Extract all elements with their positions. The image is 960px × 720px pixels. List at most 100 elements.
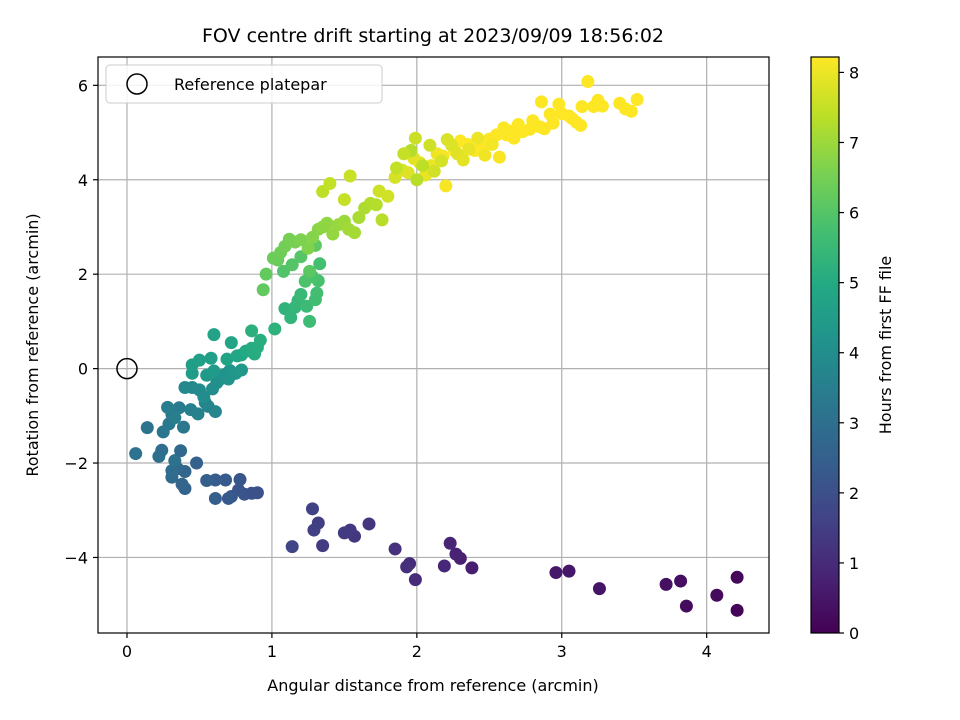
y-tick-label: 2: [78, 265, 88, 284]
data-point: [388, 542, 402, 556]
data-point: [348, 226, 362, 240]
data-point: [710, 588, 724, 602]
colorbar: 0 1 2 3 4 5 6 7 8 Hours from first FF file: [810, 56, 895, 643]
data-point: [168, 411, 182, 425]
data-point: [268, 322, 282, 336]
data-point: [410, 173, 424, 187]
data-point: [592, 582, 606, 596]
data-point: [220, 352, 234, 366]
data-point: [140, 421, 154, 435]
reference-marker-layer: [116, 357, 138, 380]
data-point: [245, 324, 259, 338]
data-point: [175, 477, 189, 491]
data-point: [284, 311, 298, 325]
x-tick-label: 2: [412, 642, 422, 661]
colorbar-tick-label: 2: [849, 484, 859, 503]
data-point: [624, 104, 638, 118]
data-point: [575, 100, 589, 114]
data-point: [298, 274, 312, 288]
data-point: [587, 100, 601, 114]
x-tick-label: 0: [122, 642, 132, 661]
legend-label: Reference platepar: [174, 75, 327, 94]
data-point: [313, 257, 327, 271]
data-point: [326, 227, 340, 241]
data-point: [316, 539, 330, 553]
data-point: [129, 447, 143, 461]
data-point: [462, 142, 476, 156]
data-point: [439, 179, 453, 193]
data-point: [323, 177, 337, 191]
data-point: [301, 241, 315, 255]
data-point: [562, 564, 576, 578]
data-point: [204, 351, 218, 365]
data-point: [224, 336, 238, 350]
data-point: [256, 283, 270, 297]
plot-frame: [97, 56, 770, 634]
data-point: [679, 599, 693, 613]
data-point: [730, 570, 744, 584]
data-point: [478, 148, 492, 162]
data-point: [416, 159, 430, 173]
legend-marker: [126, 73, 148, 95]
y-tick-label: 4: [78, 171, 88, 190]
x-axis-label: Angular distance from reference (arcmin): [267, 676, 598, 695]
data-point: [337, 193, 351, 207]
data-point: [305, 502, 319, 516]
data-point: [208, 491, 222, 505]
x-axis-ticks: 0 1 2 3 4: [122, 633, 712, 661]
data-point: [555, 107, 569, 121]
data-point: [730, 603, 744, 617]
data-points: [129, 75, 744, 617]
legend: Reference platepar: [105, 64, 383, 104]
colorbar-tick-label: 5: [849, 274, 859, 293]
data-point: [207, 328, 221, 342]
data-point: [343, 169, 357, 183]
data-point: [443, 536, 457, 550]
data-point: [190, 456, 204, 470]
y-tick-label: −2: [64, 454, 88, 473]
data-point: [303, 264, 317, 278]
colorbar-ticks: 0 1 2 3 4 5 6 7 8: [839, 63, 859, 643]
colorbar-tick-label: 1: [849, 554, 859, 573]
y-axis-ticks: −4 −2 0 2 4 6: [64, 76, 98, 567]
data-point: [516, 125, 530, 139]
data-point: [574, 118, 588, 132]
data-point: [471, 131, 485, 145]
data-point: [369, 198, 383, 212]
data-point: [177, 420, 191, 434]
data-point: [400, 560, 414, 574]
data-point: [174, 444, 188, 458]
colorbar-tick-label: 6: [849, 204, 859, 223]
data-point: [362, 517, 376, 531]
data-point: [674, 574, 688, 588]
data-point: [310, 286, 324, 300]
data-point: [161, 400, 175, 414]
data-point: [630, 92, 644, 106]
x-tick-label: 3: [557, 642, 567, 661]
data-point: [381, 189, 395, 203]
colorbar-tick-label: 8: [849, 63, 859, 82]
data-point: [320, 216, 334, 230]
data-point: [303, 314, 317, 328]
data-point: [285, 258, 299, 272]
data-point: [233, 473, 247, 487]
data-point: [401, 166, 415, 180]
data-point: [294, 287, 308, 301]
data-point: [434, 154, 448, 168]
data-point: [397, 147, 411, 161]
data-point: [197, 390, 211, 404]
data-point: [352, 211, 366, 225]
data-point: [259, 267, 273, 281]
data-point: [253, 333, 267, 347]
data-point: [659, 577, 673, 591]
y-axis-label: Rotation from reference (arcmin): [23, 213, 42, 476]
data-point: [581, 75, 595, 89]
colorbar-gradient: [810, 56, 840, 634]
y-tick-label: 0: [78, 360, 88, 379]
data-point: [200, 474, 214, 488]
data-point: [408, 131, 422, 145]
data-point: [337, 526, 351, 540]
data-point: [423, 138, 437, 152]
data-point: [427, 164, 441, 178]
